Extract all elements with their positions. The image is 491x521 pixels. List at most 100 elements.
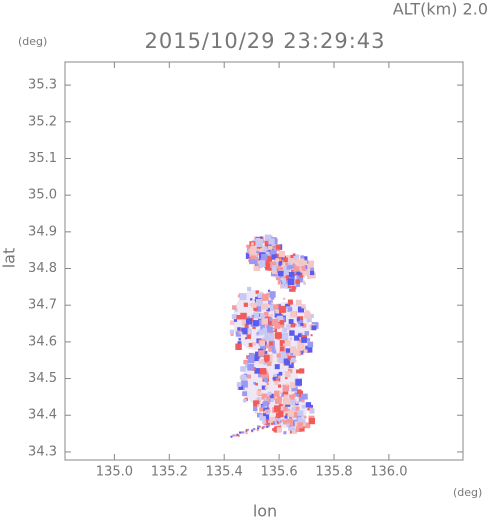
echo-pixel — [257, 292, 264, 299]
echo-pixel — [297, 316, 304, 323]
echo-pixel — [297, 322, 303, 328]
echo-pixel — [293, 349, 300, 356]
echo-pixel — [271, 246, 275, 249]
echo-pixel — [267, 391, 272, 396]
echo-pixel — [269, 317, 273, 322]
echo-pixel — [297, 417, 303, 423]
echo-pixel — [269, 291, 276, 298]
echo-pixel — [309, 313, 314, 319]
echo-pixel — [247, 251, 251, 254]
echo-pixel — [289, 256, 295, 262]
echo-pixel — [267, 262, 271, 266]
echo-pixel — [272, 427, 276, 431]
echo-pixel — [253, 400, 260, 407]
echo-pixel — [282, 297, 286, 301]
echo-pixel — [260, 313, 264, 317]
echo-pixel — [242, 391, 248, 397]
echo-pixel — [282, 419, 288, 425]
echo-pixel — [291, 385, 298, 392]
echo-pixel — [282, 276, 285, 279]
echo-pixel — [249, 303, 253, 306]
echo-pixel — [287, 408, 291, 412]
echo-pixel — [261, 420, 266, 424]
echo-pixel — [274, 273, 278, 277]
echo-pixel — [266, 323, 270, 327]
echo-pixel — [241, 317, 248, 323]
echo-pixel — [268, 424, 271, 427]
echo-pixel — [300, 255, 305, 260]
echo-pixel — [263, 354, 270, 361]
echo-pixel — [276, 353, 281, 358]
echo-pixel — [283, 431, 287, 435]
echo-pixel — [288, 415, 293, 419]
echo-pixel — [264, 397, 269, 401]
echo-pixel — [299, 278, 304, 283]
echo-pixel — [257, 300, 263, 307]
echo-pixel — [265, 425, 268, 428]
chart-title: 2015/10/29 23:29:43 — [144, 29, 385, 53]
echo-pixel — [264, 258, 268, 263]
echo-pixel — [285, 348, 291, 353]
echo-pixel — [272, 377, 276, 381]
echo-pixel — [264, 421, 267, 424]
y-tick-label: 34.4 — [28, 408, 57, 423]
echo-pixel — [299, 426, 305, 432]
echo-pixel — [285, 303, 291, 309]
echo-pixel — [297, 342, 305, 350]
x-tick-label: 136.0 — [370, 465, 407, 480]
echo-pixel — [290, 425, 295, 431]
echo-pixel — [296, 259, 303, 267]
echo-pixel — [262, 400, 269, 407]
echo-pixel — [244, 363, 250, 369]
echo-pixel — [236, 433, 239, 436]
echo-pixel — [286, 264, 292, 270]
echo-pixel — [281, 332, 289, 340]
echo-pixel — [277, 277, 281, 281]
echo-pixel — [254, 368, 261, 374]
echo-pixel — [283, 274, 286, 277]
echo-pixel — [239, 331, 243, 335]
echo-pixel — [283, 257, 288, 263]
echo-pixel — [301, 399, 305, 403]
echo-pixel — [280, 350, 286, 356]
echo-pixel — [283, 358, 289, 364]
y-tick-label: 34.8 — [28, 261, 57, 276]
echo-pixel — [264, 240, 271, 247]
echo-pixel — [305, 345, 313, 353]
echo-pixel — [290, 323, 295, 328]
echo-pixel — [265, 262, 270, 266]
echo-pixel — [238, 345, 242, 349]
echo-pixel — [303, 349, 308, 354]
y-tick-label: 34.3 — [28, 444, 57, 459]
echo-pixel — [236, 382, 242, 387]
echo-pixel — [252, 325, 256, 329]
echo-pixel — [288, 319, 294, 324]
y-tick-label: 35.3 — [28, 78, 57, 93]
y-tick-label: 34.5 — [28, 371, 57, 386]
echo-pixel — [299, 368, 305, 374]
echo-pixel — [301, 337, 307, 343]
echo-pixel — [290, 311, 297, 318]
echo-pixel — [266, 396, 271, 400]
echo-pixel — [265, 255, 272, 263]
echo-pixel — [259, 414, 266, 421]
echo-pixel — [310, 267, 315, 272]
echo-pixel — [238, 385, 244, 390]
echo-pixel — [252, 341, 257, 346]
echo-pixel — [306, 338, 311, 342]
echo-pixel — [265, 249, 271, 256]
echo-pixel — [275, 276, 280, 281]
x-unit: (deg) — [453, 486, 482, 499]
echo-pixel — [293, 264, 301, 272]
echo-pixel — [293, 255, 297, 259]
echo-pixel — [291, 284, 297, 290]
echo-pixel — [267, 289, 271, 292]
echo-pixel — [295, 299, 302, 306]
y-tick-label: 35.1 — [28, 151, 57, 166]
echo-pixel — [255, 263, 259, 266]
echo-pixel — [279, 339, 287, 347]
echo-pixel — [277, 375, 281, 379]
echo-pixel — [294, 257, 297, 261]
echo-pixel — [311, 325, 317, 331]
echo-pixel — [287, 368, 293, 374]
